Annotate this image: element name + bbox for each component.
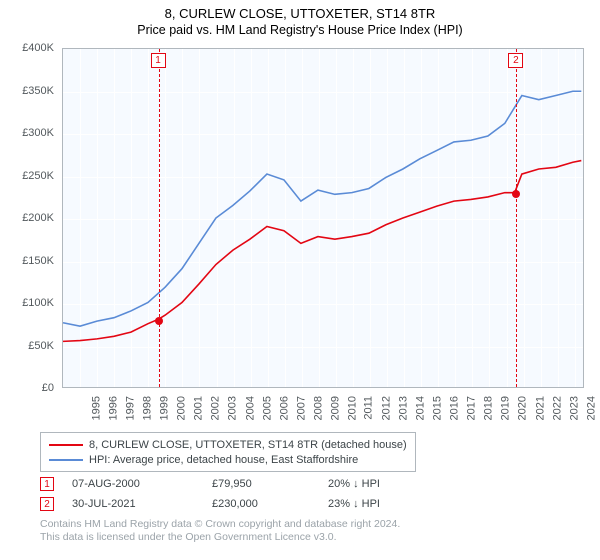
page-title: 8, CURLEW CLOSE, UTTOXETER, ST14 8TR (0, 6, 600, 21)
x-tick-label: 2000 (176, 396, 188, 420)
marker-line-1 (159, 49, 160, 387)
y-tick-label: £200K (22, 212, 54, 224)
x-tick-label: 2002 (210, 396, 222, 420)
marker-badge-1: 1 (151, 53, 166, 68)
legend: 8, CURLEW CLOSE, UTTOXETER, ST14 8TR (de… (40, 432, 416, 472)
footer: Contains HM Land Registry data © Crown c… (40, 518, 560, 544)
x-tick-label: 2017 (466, 396, 478, 420)
x-tick-label: 2003 (227, 396, 239, 420)
x-tick-label: 2011 (363, 396, 375, 420)
x-tick-label: 2024 (585, 396, 597, 420)
y-tick-label: £350K (22, 85, 54, 97)
legend-swatch (49, 444, 83, 446)
footer-line-2: This data is licensed under the Open Gov… (40, 531, 560, 544)
legend-swatch (49, 459, 83, 461)
x-tick-label: 1996 (108, 396, 120, 420)
x-tick-label: 2014 (415, 396, 427, 420)
transactions-table: 1 07-AUG-2000 £79,950 20% ↓ HPI 2 30-JUL-2021… (40, 474, 560, 514)
x-tick-label: 2012 (380, 396, 392, 420)
x-tick-label: 2016 (449, 396, 461, 420)
y-tick-label: £0 (42, 382, 54, 394)
x-tick-label: 2007 (295, 396, 307, 420)
x-tick-label: 2004 (244, 396, 256, 420)
marker-dot-2 (512, 190, 520, 198)
line-layer (63, 49, 583, 387)
transaction-badge: 1 (40, 477, 54, 491)
legend-label: HPI: Average price, detached house, East… (89, 454, 358, 466)
series-line-hpi (63, 91, 581, 326)
x-tick-label: 1995 (90, 396, 102, 420)
x-tick-label: 1999 (159, 396, 171, 420)
transaction-row: 2 30-JUL-2021 £230,000 23% ↓ HPI (40, 494, 560, 514)
transaction-row: 1 07-AUG-2000 £79,950 20% ↓ HPI (40, 474, 560, 494)
page-subtitle: Price paid vs. HM Land Registry's House … (0, 23, 600, 37)
x-tick-label: 1997 (125, 396, 137, 420)
x-tick-label: 2013 (398, 396, 410, 420)
x-tick-label: 2020 (517, 396, 529, 420)
marker-badge-2: 2 (508, 53, 523, 68)
y-tick-label: £50K (28, 340, 54, 352)
chart: £0£50K£100K£150K£200K£250K£300K£350K£400… (8, 48, 592, 424)
y-axis: £0£50K£100K£150K£200K£250K£300K£350K£400… (8, 48, 60, 388)
y-tick-label: £100K (22, 297, 54, 309)
plot-area: 12 (62, 48, 584, 388)
x-tick-label: 2023 (568, 396, 580, 420)
x-tick-label: 2021 (534, 396, 546, 420)
legend-label: 8, CURLEW CLOSE, UTTOXETER, ST14 8TR (de… (89, 439, 407, 451)
x-axis: 1995 1996 1997 1998 1999 2000 2001 2002 2003 2004… (62, 390, 584, 426)
x-tick-label: 2015 (432, 396, 444, 420)
x-tick-label: 2008 (312, 396, 324, 420)
y-tick-label: £250K (22, 170, 54, 182)
marker-dot-1 (155, 317, 163, 325)
transaction-delta: 20% ↓ HPI (328, 478, 448, 490)
transaction-date: 07-AUG-2000 (58, 478, 208, 490)
marker-line-2 (516, 49, 517, 387)
x-tick-label: 2022 (551, 396, 563, 420)
y-tick-label: £150K (22, 255, 54, 267)
x-tick-label: 2019 (500, 396, 512, 420)
series-line-price_paid (63, 161, 581, 342)
legend-item: HPI: Average price, detached house, East… (49, 452, 407, 467)
x-tick-label: 1998 (142, 396, 154, 420)
footer-line-1: Contains HM Land Registry data © Crown c… (40, 518, 560, 531)
x-tick-label: 2010 (346, 396, 358, 420)
x-tick-label: 2005 (261, 396, 273, 420)
transaction-badge: 2 (40, 497, 54, 511)
legend-item: 8, CURLEW CLOSE, UTTOXETER, ST14 8TR (de… (49, 437, 407, 452)
x-tick-label: 2009 (329, 396, 341, 420)
y-tick-label: £400K (22, 42, 54, 54)
y-tick-label: £300K (22, 127, 54, 139)
transaction-price: £230,000 (212, 498, 324, 510)
x-tick-label: 2001 (193, 396, 205, 420)
transaction-price: £79,950 (212, 478, 324, 490)
x-tick-label: 2006 (278, 396, 290, 420)
transaction-date: 30-JUL-2021 (58, 498, 208, 510)
x-tick-label: 2018 (483, 396, 495, 420)
transaction-delta: 23% ↓ HPI (328, 498, 448, 510)
